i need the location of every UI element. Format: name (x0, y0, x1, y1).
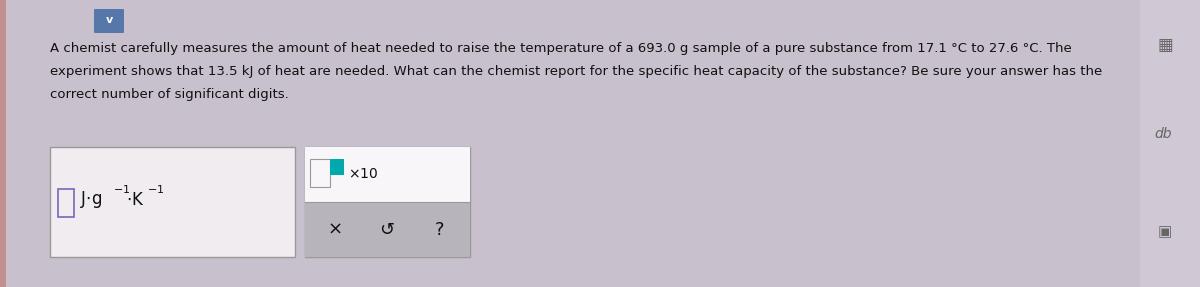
Bar (0, 0, 6, 287)
Text: ↺: ↺ (379, 221, 395, 239)
Text: experiment shows that 13.5 kJ of heat are needed. What can the chemist report fo: experiment shows that 13.5 kJ of heat ar… (50, 65, 1103, 78)
Text: db: db (1154, 127, 1171, 141)
Text: correct number of significant digits.: correct number of significant digits. (50, 88, 289, 101)
Bar (50, 147, 295, 257)
Text: ▣: ▣ (1158, 224, 1172, 239)
Text: ?: ? (434, 221, 444, 239)
Bar (58, 189, 74, 217)
Bar (305, 147, 470, 257)
Bar (310, 159, 330, 187)
Text: $\cdot$K: $\cdot$K (126, 191, 144, 209)
Text: v: v (106, 15, 113, 25)
Bar (1140, 0, 1200, 287)
Text: ▦: ▦ (1157, 36, 1172, 54)
Text: $-1$: $-1$ (113, 183, 131, 195)
Text: $-1$: $-1$ (148, 183, 164, 195)
Bar (330, 159, 344, 175)
Bar (305, 147, 470, 202)
Bar (305, 202, 470, 257)
Text: J$\cdot$g: J$\cdot$g (80, 189, 102, 210)
Text: ×: × (328, 221, 342, 239)
FancyBboxPatch shape (94, 9, 124, 33)
Text: A chemist carefully measures the amount of heat needed to raise the temperature : A chemist carefully measures the amount … (50, 42, 1072, 55)
Text: $\times$10: $\times$10 (348, 167, 378, 181)
